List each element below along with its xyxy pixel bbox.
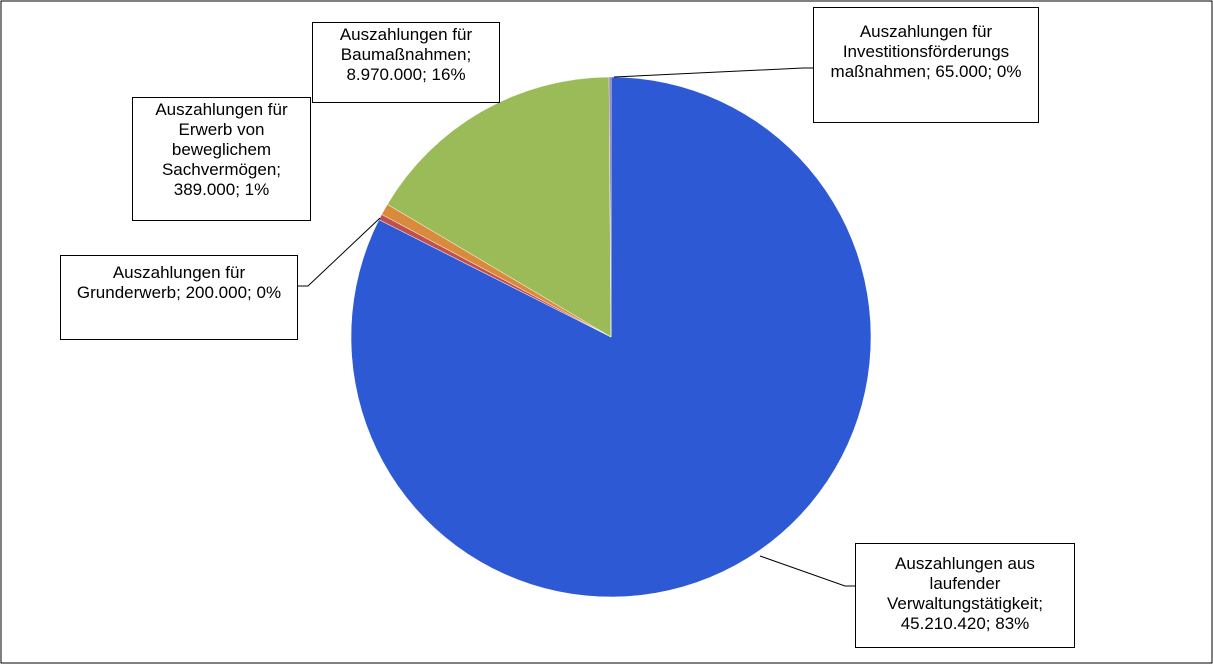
pie bbox=[350, 76, 872, 598]
label-category: Auszahlungen aus laufender Verwaltungstä… bbox=[887, 554, 1039, 613]
label-category: Auszahlungen für Grunderwerb bbox=[76, 263, 246, 302]
data-label: Auszahlungen für Erwerb von beweglichem … bbox=[132, 97, 311, 221]
data-label: Auszahlungen für Grunderwerb200.0000% bbox=[60, 255, 298, 340]
pie-slice bbox=[387, 76, 612, 338]
label-percent: 16% bbox=[422, 65, 465, 84]
leader-line bbox=[613, 67, 813, 78]
label-value: 65.000 bbox=[926, 62, 987, 81]
data-label: Auszahlungen für Baumaßnahmen8.970.00016… bbox=[312, 22, 500, 103]
label-percent: 0% bbox=[987, 62, 1021, 81]
pie-slice bbox=[608, 76, 612, 338]
label-value: 200.000 bbox=[176, 283, 247, 302]
leader-line bbox=[298, 217, 381, 287]
leader-line bbox=[759, 555, 855, 587]
label-percent: 0% bbox=[247, 283, 281, 302]
label-category: Auszahlungen für Erwerb von beweglichem … bbox=[155, 100, 288, 179]
label-percent: 1% bbox=[235, 180, 269, 199]
data-label: Auszahlungen für Investitionsförderungs … bbox=[813, 7, 1039, 123]
label-percent: 83% bbox=[986, 614, 1029, 633]
label-category: Auszahlungen für Baumaßnahmen bbox=[339, 25, 473, 64]
data-label: Auszahlungen aus laufender Verwaltungstä… bbox=[855, 543, 1075, 648]
label-category: Auszahlungen für Investitionsförderungs … bbox=[830, 22, 1010, 81]
